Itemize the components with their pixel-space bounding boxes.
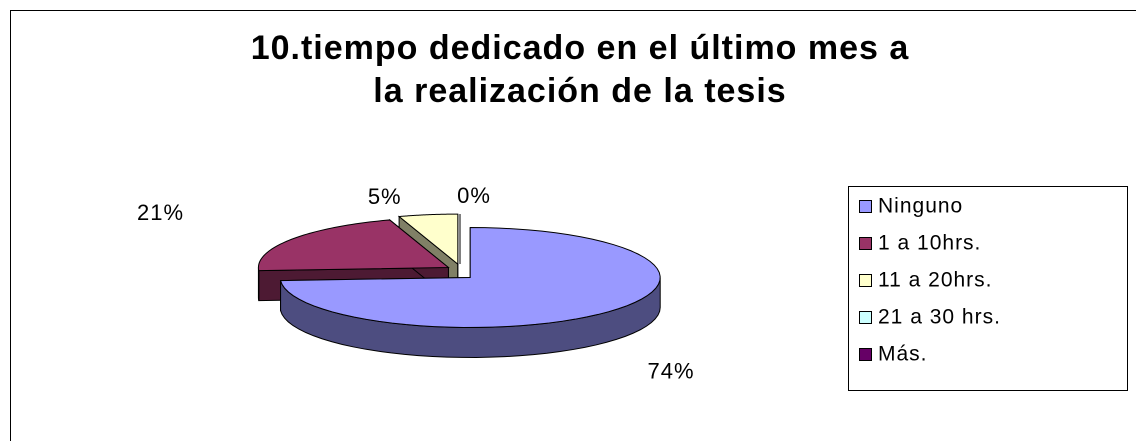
legend-swatch	[859, 311, 872, 324]
slice	[279, 226, 661, 328]
legend-swatch	[859, 348, 872, 361]
slice	[257, 219, 450, 272]
chart-title: 10.tiempo dedicado en el último mes a	[251, 29, 910, 67]
legend-box	[848, 186, 1128, 391]
legend-label: Más.	[878, 343, 928, 366]
legend-label: Ninguno	[878, 195, 963, 218]
data-label: 0%	[457, 183, 491, 208]
legend-swatch	[859, 200, 872, 213]
data-label: 5%	[368, 184, 402, 209]
legend-label: 21 a 30 hrs.	[878, 306, 1001, 329]
chart-title: la realización de la tesis	[373, 72, 786, 110]
legend-label: 1 a 10hrs.	[878, 232, 981, 255]
data-label: 74%	[648, 358, 695, 383]
legend-swatch	[859, 237, 872, 250]
legend-swatch	[859, 274, 872, 287]
slice	[397, 213, 459, 266]
legend-label: 11 a 20hrs.	[878, 269, 993, 292]
data-label: 21%	[137, 200, 184, 225]
